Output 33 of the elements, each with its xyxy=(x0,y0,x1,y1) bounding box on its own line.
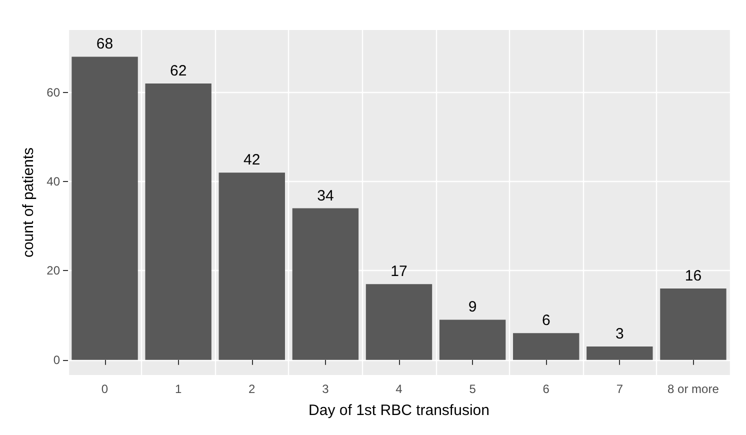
x-tick-label: 8 or more xyxy=(668,382,720,396)
data-label: 6 xyxy=(542,312,550,330)
data-label: 3 xyxy=(615,325,624,342)
x-tick-label: 0 xyxy=(101,382,108,396)
bar xyxy=(439,320,506,360)
bar xyxy=(366,284,432,360)
data-label: 16 xyxy=(684,268,702,285)
y-tick-label: 60 xyxy=(46,85,60,100)
data-label: 34 xyxy=(317,187,334,204)
bar xyxy=(586,346,653,360)
y-tick-label: 20 xyxy=(46,264,60,278)
x-tick-label: 6 xyxy=(542,382,550,396)
x-tick-label: 3 xyxy=(322,382,330,396)
y-tick-label: 0 xyxy=(53,352,60,367)
x-tick-label: 4 xyxy=(396,382,403,396)
x-tick-label: 5 xyxy=(469,382,476,396)
bar xyxy=(145,83,212,360)
x-tick-label: 1 xyxy=(174,382,182,396)
bar xyxy=(513,333,580,360)
bar xyxy=(292,208,359,360)
data-label: 68 xyxy=(96,36,114,53)
data-label: 62 xyxy=(170,62,187,80)
x-tick-label: 7 xyxy=(616,382,624,396)
y-tick-label: 40 xyxy=(46,174,60,189)
x-axis-title: Day of 1st RBC transfusion xyxy=(308,402,490,419)
bar xyxy=(660,288,726,360)
data-label: 9 xyxy=(468,298,477,316)
bar xyxy=(218,172,285,360)
x-tick-label: 2 xyxy=(248,382,256,396)
y-axis-title: count of patients xyxy=(20,147,37,258)
data-label: 17 xyxy=(390,263,408,280)
bar xyxy=(72,56,138,360)
data-label: 42 xyxy=(244,152,260,169)
